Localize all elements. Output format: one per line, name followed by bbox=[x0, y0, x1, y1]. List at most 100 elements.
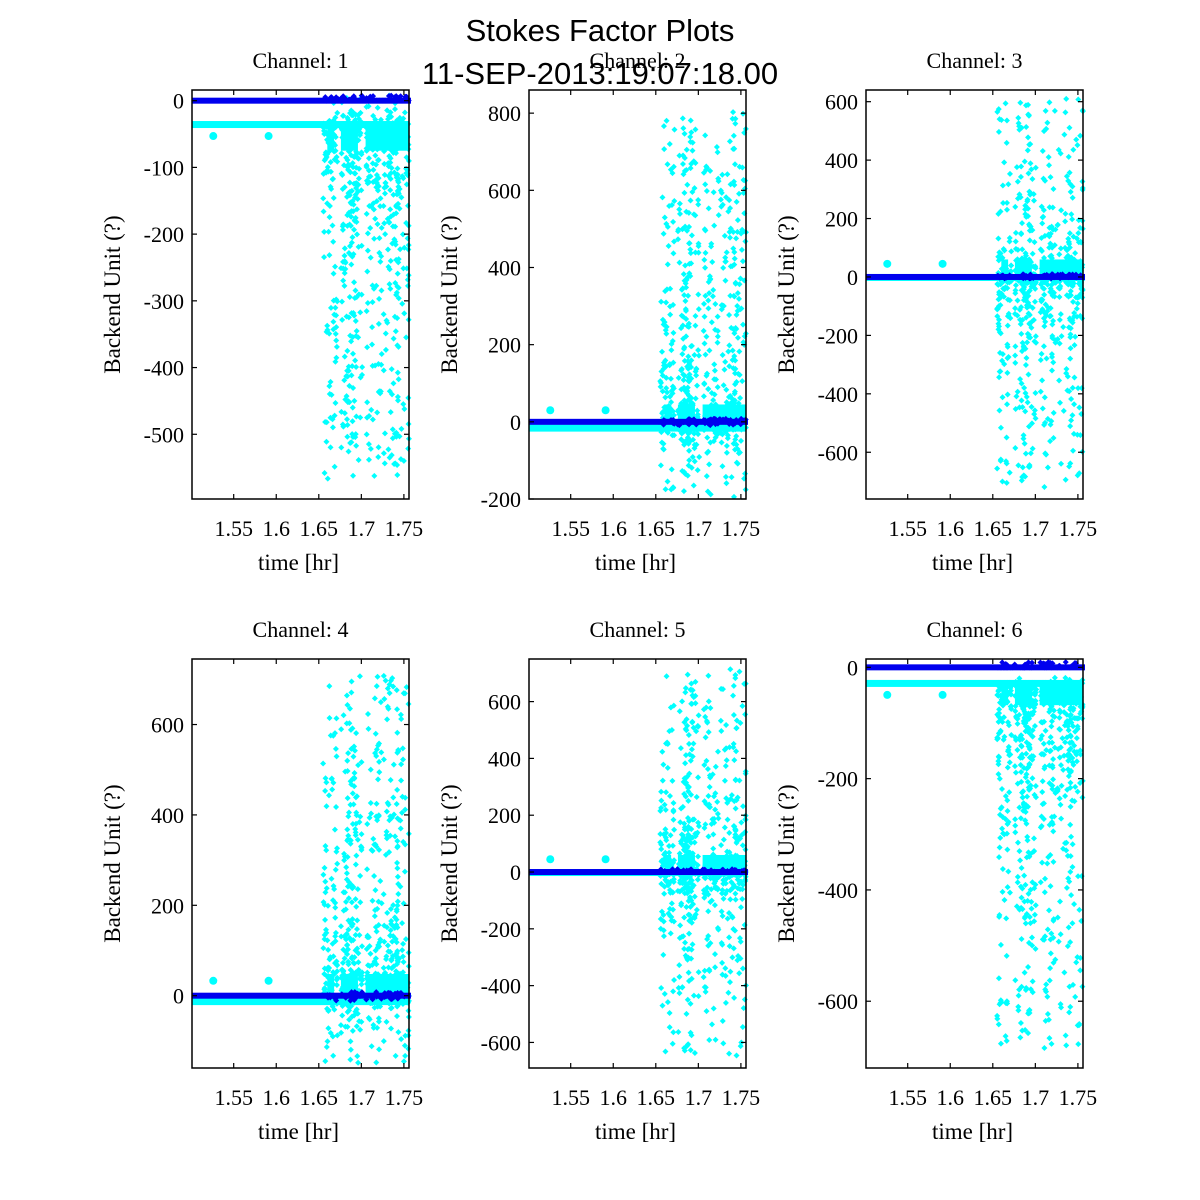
series-light-point bbox=[348, 899, 355, 906]
series-light-point bbox=[727, 181, 734, 188]
series-light-point bbox=[323, 438, 330, 445]
series-dark-point bbox=[667, 417, 674, 424]
series-light-point bbox=[1004, 401, 1011, 408]
series-light-point bbox=[390, 335, 397, 342]
series-light-point bbox=[683, 954, 690, 961]
y-tick-label: -200 bbox=[481, 487, 521, 512]
series-light-point bbox=[734, 957, 741, 964]
series-light-point bbox=[394, 1013, 401, 1020]
series-light-point bbox=[323, 419, 330, 426]
series-light-point bbox=[1038, 247, 1045, 254]
series-light-point bbox=[353, 185, 360, 192]
series-light-point bbox=[723, 722, 730, 729]
series-light-point bbox=[687, 133, 694, 140]
series-light-point bbox=[1042, 301, 1049, 308]
x-tick-label: 1.6 bbox=[262, 1085, 290, 1110]
series-light-point bbox=[695, 352, 702, 359]
series-dark-point bbox=[1020, 275, 1027, 282]
x-tick-label: 1.6 bbox=[599, 1085, 627, 1110]
series-light-point bbox=[663, 673, 670, 680]
series-light-point bbox=[1069, 183, 1076, 190]
series-light-point bbox=[394, 165, 401, 172]
series-light-point bbox=[357, 109, 364, 116]
series-light-point bbox=[1056, 294, 1063, 301]
series-light-point bbox=[677, 745, 684, 752]
series-light-point bbox=[344, 373, 351, 380]
series-light-point bbox=[723, 449, 730, 456]
series-light-point bbox=[382, 179, 389, 186]
series-dark-point bbox=[708, 867, 715, 874]
series-light-point bbox=[694, 413, 701, 420]
series-light-point bbox=[394, 187, 401, 194]
series-light-point bbox=[339, 1003, 346, 1010]
y-tick-label: 400 bbox=[488, 255, 521, 280]
series-light-point bbox=[726, 342, 733, 349]
series-light-point bbox=[687, 117, 694, 124]
plot-frame bbox=[528, 89, 747, 500]
series-light-point bbox=[323, 1044, 330, 1051]
series-light-point bbox=[1069, 384, 1076, 391]
series-light-point bbox=[731, 757, 738, 764]
series-dark-baseline bbox=[192, 992, 411, 999]
series-light-point bbox=[718, 842, 725, 849]
series-light-point bbox=[374, 673, 381, 680]
series-light-point bbox=[733, 839, 740, 846]
series-light-point bbox=[1071, 374, 1078, 381]
series-light-point bbox=[712, 763, 719, 770]
series-light-point bbox=[661, 801, 668, 808]
series-light-point bbox=[1039, 296, 1046, 303]
y-tick-label: -400 bbox=[818, 382, 858, 407]
series-light-point bbox=[1019, 464, 1026, 471]
series-light-point bbox=[708, 1021, 715, 1028]
series-light-point bbox=[370, 835, 377, 842]
series-light-point bbox=[352, 434, 359, 441]
series-light-point bbox=[1050, 226, 1057, 233]
series-light-point bbox=[371, 913, 378, 920]
series-light-point bbox=[347, 1056, 354, 1063]
series-light-point bbox=[685, 292, 692, 299]
series-light-point bbox=[373, 683, 380, 690]
series-light-point bbox=[346, 382, 353, 389]
series-light-point bbox=[1015, 120, 1022, 127]
x-tick-label: 1.55 bbox=[214, 1085, 253, 1110]
series-light-point bbox=[692, 126, 699, 133]
series-light-point bbox=[396, 114, 403, 121]
series-light-point bbox=[668, 913, 675, 920]
series-light-point bbox=[349, 404, 356, 411]
series-light-point bbox=[1022, 361, 1029, 368]
series-light-point bbox=[726, 138, 733, 145]
series-light-point bbox=[367, 254, 374, 261]
series-light-point bbox=[364, 344, 371, 351]
series-light-point bbox=[679, 161, 686, 168]
series-light-point bbox=[1026, 221, 1033, 228]
series-light-point bbox=[369, 897, 376, 904]
series-light-point bbox=[1012, 352, 1019, 359]
series-light-point bbox=[1047, 438, 1054, 445]
panel-channel-6: Channel: 61.55 1.6 1.65 1.7 1.750-200-400-60… bbox=[774, 617, 1097, 1144]
series-light-point bbox=[352, 191, 359, 198]
series-light-point bbox=[999, 394, 1006, 401]
series-light-point bbox=[1027, 450, 1034, 457]
series-dark-point bbox=[373, 993, 380, 1000]
series-light-point bbox=[1031, 411, 1038, 418]
series-light-point bbox=[378, 224, 385, 231]
series-light-point bbox=[722, 473, 729, 480]
series-light-point bbox=[395, 816, 402, 823]
series-light-point bbox=[1029, 445, 1036, 452]
series-light-point bbox=[346, 399, 353, 406]
panel-title: Channel: 6 bbox=[927, 617, 1023, 642]
series-light-point bbox=[374, 187, 381, 194]
series-light-point bbox=[367, 1000, 374, 1007]
series-light-point bbox=[1051, 107, 1058, 114]
series-light-point bbox=[660, 123, 667, 130]
y-axis-label: Backend Unit (?) bbox=[100, 784, 125, 942]
y-tick-label: -600 bbox=[818, 440, 858, 465]
series-light-point bbox=[1067, 334, 1074, 341]
series-light-point bbox=[1020, 297, 1027, 304]
series-light-point bbox=[344, 795, 351, 802]
y-tick-label: 400 bbox=[488, 746, 521, 771]
series-light-point bbox=[365, 167, 372, 174]
series-light-point bbox=[1032, 164, 1039, 171]
series-light-point bbox=[1024, 196, 1031, 203]
x-axis-label: time [hr] bbox=[595, 1119, 676, 1144]
